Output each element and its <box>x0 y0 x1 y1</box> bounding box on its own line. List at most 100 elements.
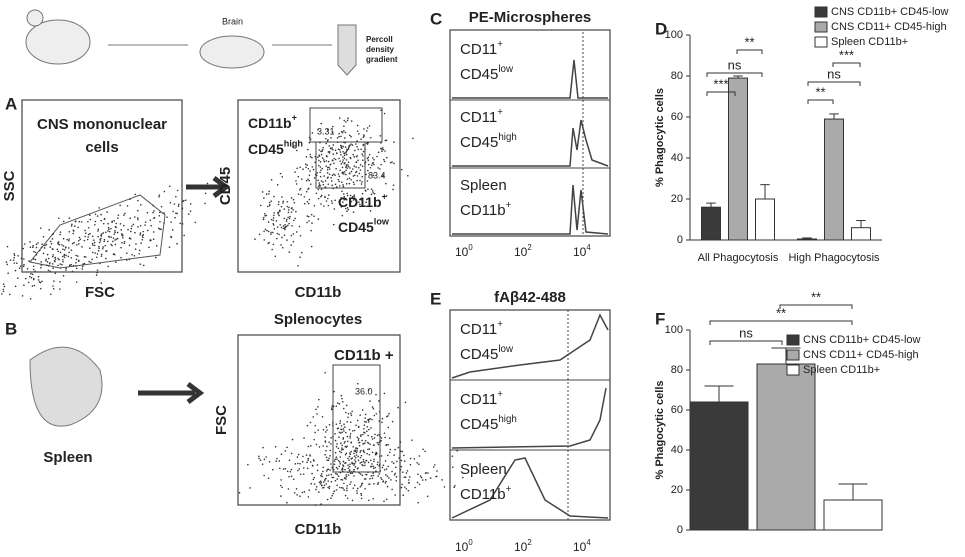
event-dot <box>340 196 343 199</box>
event-dot <box>362 155 364 157</box>
event-dot <box>396 460 398 463</box>
event-dot <box>297 175 300 178</box>
event-dot <box>366 127 369 129</box>
event-dot <box>285 220 288 222</box>
event-dot <box>77 226 79 229</box>
event-dot <box>353 450 356 452</box>
event-dot <box>342 428 345 430</box>
label: Brain <box>222 16 243 26</box>
event-dot <box>382 481 384 483</box>
event-dot <box>405 487 408 490</box>
event-dot <box>23 263 25 266</box>
event-dot <box>335 445 338 448</box>
event-dot <box>75 281 78 283</box>
event-dot <box>98 245 100 248</box>
event-dot <box>366 180 369 182</box>
label-text: CD11 <box>460 321 497 338</box>
event-dot <box>307 167 310 170</box>
event-dot <box>383 392 386 395</box>
event-dot <box>347 148 350 150</box>
event-dot <box>320 153 323 156</box>
event-dot <box>334 199 336 202</box>
event-dot <box>364 417 367 419</box>
event-dot <box>355 155 358 158</box>
event-dot <box>367 141 369 144</box>
event-dot <box>276 184 279 186</box>
event-dot <box>406 470 409 472</box>
event-dot <box>318 491 320 493</box>
superscript: 0 <box>468 243 473 252</box>
label: fAβ42-488 <box>494 289 566 306</box>
event-dot <box>267 230 270 233</box>
event-dot <box>24 277 27 280</box>
label-text: 10 <box>514 245 528 259</box>
event-dot <box>427 472 429 474</box>
event-dot <box>364 462 366 464</box>
event-dot <box>41 243 43 245</box>
event-dot <box>59 231 62 233</box>
event-dot <box>334 439 337 442</box>
event-dot <box>345 207 347 210</box>
event-dot <box>385 139 388 142</box>
event-dot <box>281 236 283 239</box>
label-text: CD11b <box>460 486 506 503</box>
event-dot <box>40 264 43 266</box>
bar <box>823 499 883 531</box>
event-dot <box>333 463 336 466</box>
superscript: high <box>284 139 303 149</box>
event-dot <box>170 236 173 239</box>
label: F <box>655 309 665 328</box>
event-dot <box>29 241 31 243</box>
event-dot <box>123 214 125 216</box>
event-dot <box>129 217 132 220</box>
event-dot <box>307 496 310 498</box>
event-dot <box>57 241 60 243</box>
event-dot <box>381 417 384 420</box>
event-dot <box>158 196 160 198</box>
event-dot <box>367 461 370 464</box>
event-dot <box>336 467 339 470</box>
event-dot <box>301 251 303 254</box>
event-dot <box>321 157 324 159</box>
event-dot <box>152 231 155 233</box>
event-dot <box>52 248 54 251</box>
event-dot <box>342 401 344 403</box>
event-dot <box>341 214 344 217</box>
event-dot <box>54 260 56 263</box>
event-dot <box>346 440 349 443</box>
event-dot <box>407 489 410 492</box>
event-dot <box>176 189 179 192</box>
event-dot <box>370 465 373 468</box>
event-dot <box>58 258 60 261</box>
event-dot <box>420 476 423 479</box>
event-dot <box>206 182 209 185</box>
event-dot <box>388 451 391 454</box>
event-dot <box>337 475 340 478</box>
label-text: CD45 <box>460 134 498 151</box>
event-dot <box>318 149 321 151</box>
label: CNS CD11b+ CD45-low <box>803 334 921 346</box>
event-dot <box>313 476 315 479</box>
event-dot <box>347 416 349 419</box>
event-dot <box>114 243 117 246</box>
event-dot <box>339 456 342 458</box>
event-dot <box>313 460 315 462</box>
event-dot <box>337 148 340 151</box>
event-dot <box>63 256 66 258</box>
event-dot <box>356 436 359 439</box>
event-dot <box>350 200 353 203</box>
event-dot <box>369 210 372 212</box>
event-dot <box>52 285 54 287</box>
event-dot <box>47 257 50 260</box>
event-dot <box>254 238 256 240</box>
event-dot <box>315 158 317 160</box>
event-dot <box>374 466 377 469</box>
event-dot <box>328 166 330 169</box>
event-dot <box>327 204 330 207</box>
event-dot <box>40 246 43 249</box>
event-dot <box>362 136 365 138</box>
event-dot <box>112 240 114 243</box>
event-dot <box>380 163 382 166</box>
label: 100 <box>665 324 683 336</box>
event-dot <box>184 199 187 202</box>
